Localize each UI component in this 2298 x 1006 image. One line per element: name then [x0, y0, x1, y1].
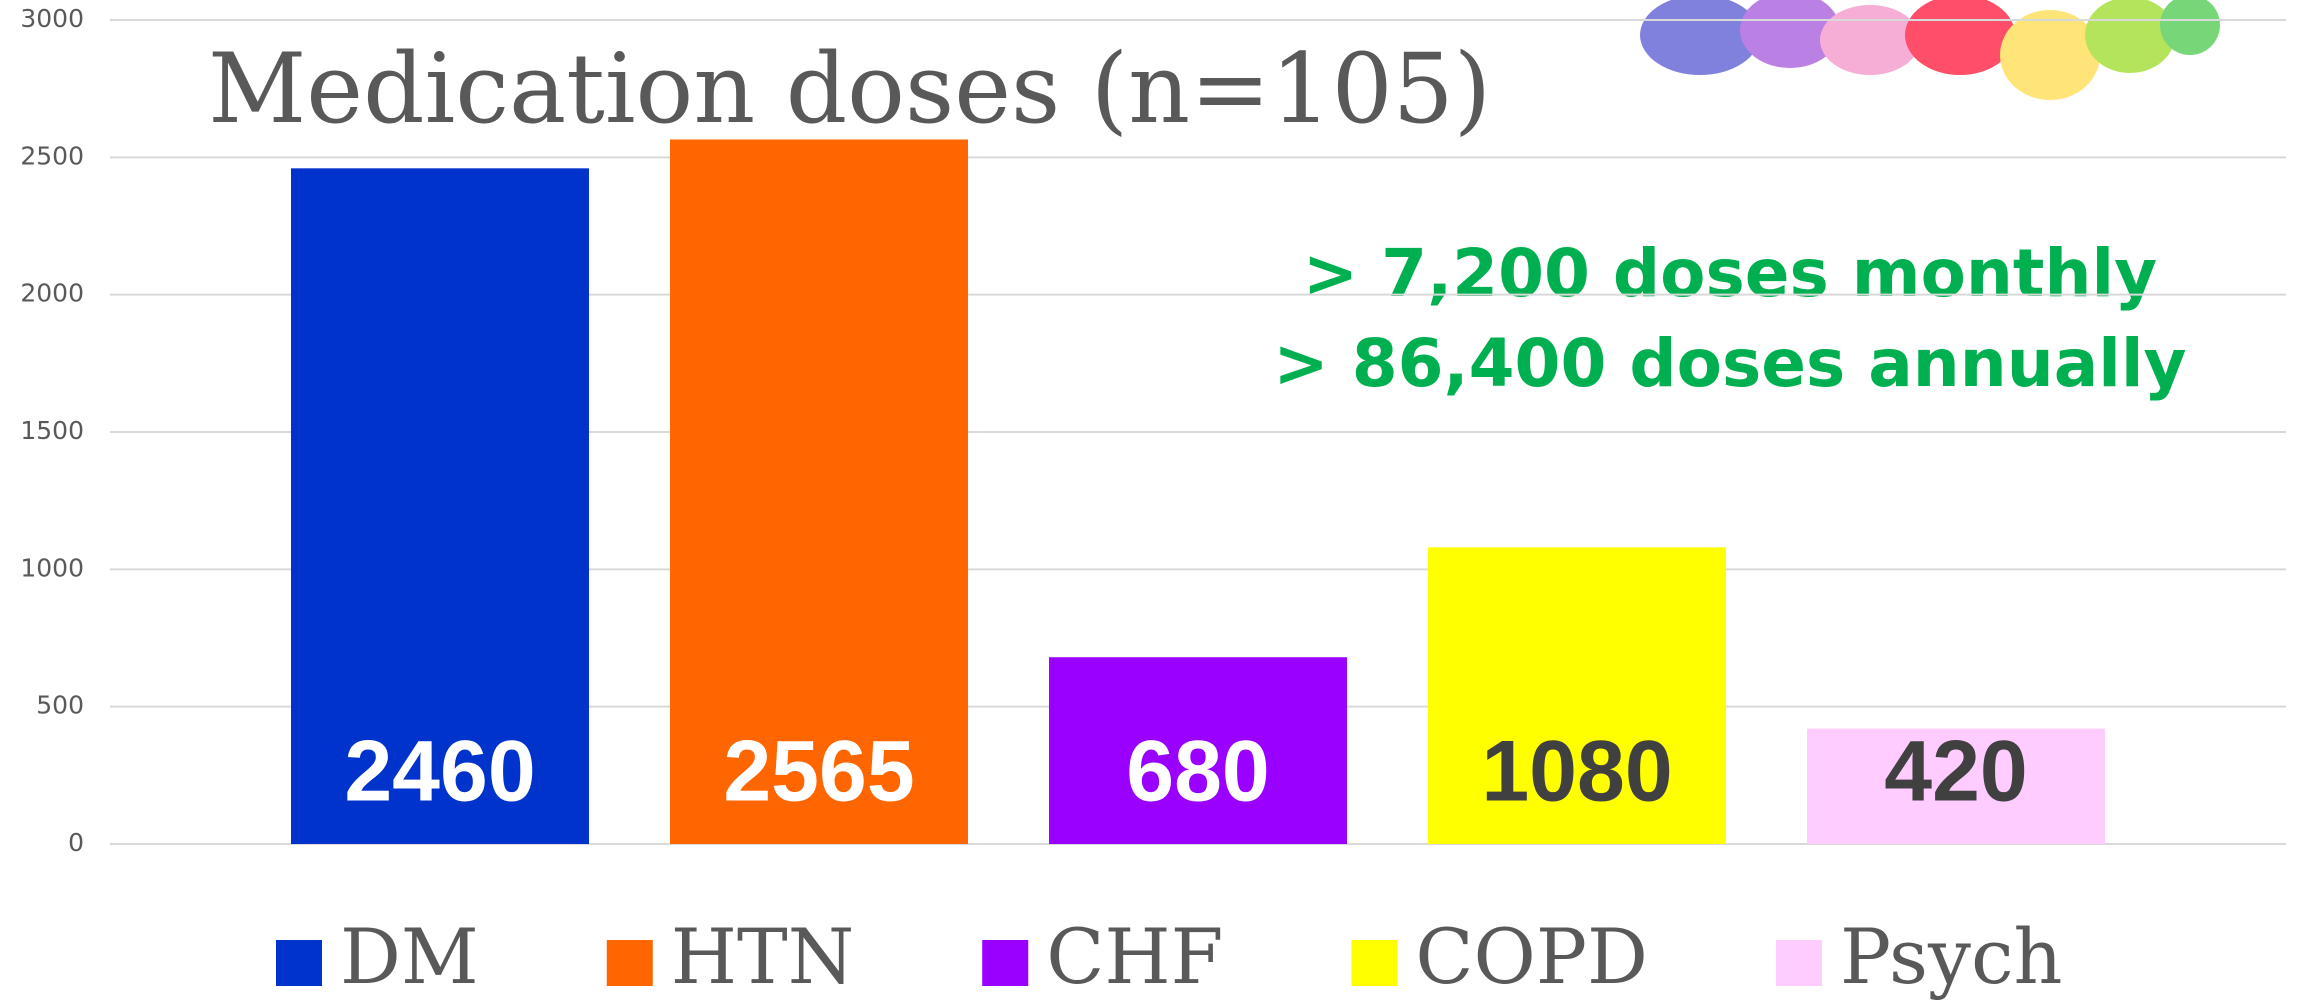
y-tick-label: 2000	[20, 279, 84, 308]
legend-label: Psych	[1840, 912, 2063, 1001]
legend-swatch	[1351, 940, 1398, 986]
bar	[1807, 728, 2105, 844]
legend-label: CHF	[1046, 912, 1223, 1001]
legend-label: COPD	[1415, 912, 1648, 1001]
bar	[291, 168, 589, 844]
y-tick-label: 2500	[20, 141, 84, 170]
y-tick-label: 3000	[20, 4, 84, 33]
legend-swatch	[1775, 940, 1822, 986]
data-label: 2460	[344, 724, 535, 820]
data-label: 2565	[723, 724, 914, 820]
legend-swatch	[276, 940, 322, 986]
legend-label: HTN	[671, 912, 854, 1001]
legend-swatch	[606, 940, 653, 986]
decoration	[1640, 0, 2220, 100]
y-tick-label: 500	[36, 691, 84, 720]
legend-label: DM	[340, 912, 479, 1001]
bar	[1428, 547, 1726, 844]
bar	[670, 139, 968, 845]
annotation: > 7,200 doses monthly	[1303, 235, 2157, 312]
y-tick-label: 0	[68, 828, 84, 857]
chart-title: Medication doses (n=105)	[208, 33, 1491, 145]
legend-swatch	[982, 940, 1029, 986]
data-label: 420	[1884, 724, 2028, 820]
data-label: 680	[1126, 724, 1270, 820]
y-tick-label: 1000	[20, 553, 84, 582]
bar	[1049, 657, 1347, 844]
y-tick-label: 1500	[20, 416, 84, 445]
annotation: > 86,400 doses annually	[1273, 325, 2186, 402]
data-label: 1080	[1481, 724, 1672, 820]
